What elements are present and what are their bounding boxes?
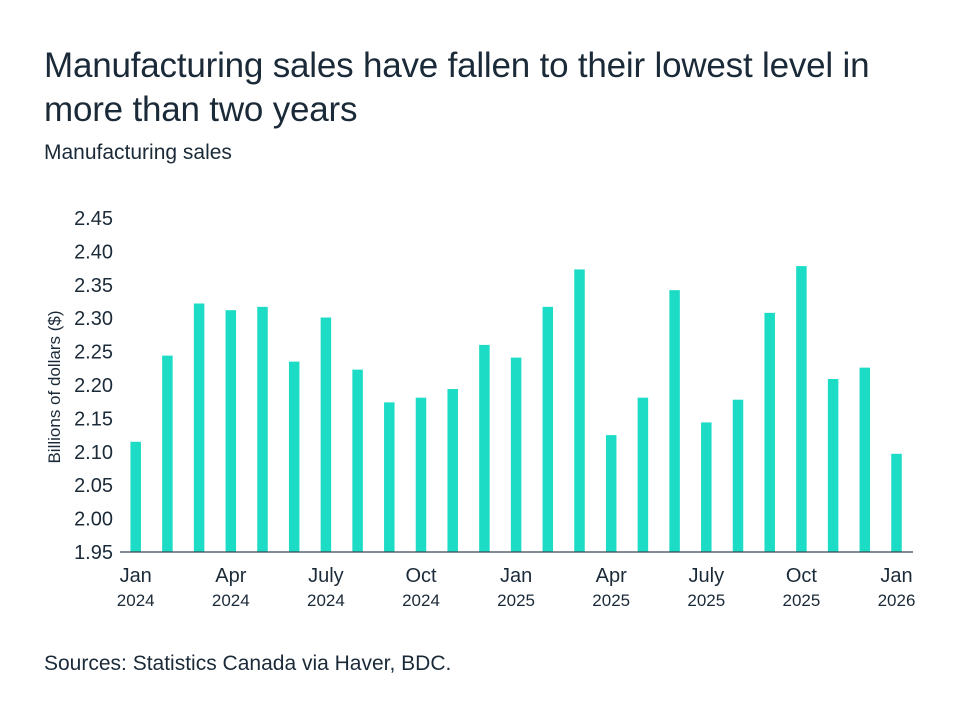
- y-tick-label: 2.25: [74, 342, 113, 364]
- chart-title: Manufacturing sales have fallen to their…: [44, 46, 870, 129]
- bar-aug-2024: [352, 369, 363, 552]
- y-tick-label: 2.00: [74, 509, 113, 531]
- bar-jul-2025: [701, 422, 712, 552]
- x-tick-year: 2025: [592, 591, 630, 610]
- x-tick-month: Apr: [596, 565, 627, 587]
- x-tick-month: Jan: [120, 565, 152, 587]
- y-tick-label: 2.15: [74, 408, 113, 430]
- y-axis: 1.95 2.00 2.05 2.10 2.15 2.20 2.25 2.30 2.35 2.40…: [74, 208, 113, 564]
- y-tick-label: 2.20: [74, 375, 113, 397]
- x-tick-month: Jan: [880, 565, 912, 587]
- x-tick-month: Oct: [405, 565, 437, 587]
- y-tick-label: 2.40: [74, 241, 113, 263]
- y-tick-label: 2.35: [74, 275, 113, 297]
- bar-apr-2024: [225, 310, 237, 552]
- bar-dec-2025: [859, 367, 871, 552]
- bar-may-2024: [257, 306, 268, 552]
- chart-subtitle: Manufacturing sales: [44, 141, 232, 164]
- bar-nov-2025: [827, 378, 839, 552]
- x-tick-year: 2025: [497, 591, 535, 610]
- x-tick-month: July: [308, 565, 344, 587]
- bar-jul-2024: [320, 317, 332, 552]
- bar-apr-2025: [605, 435, 617, 552]
- x-tick-month: Apr: [215, 565, 246, 587]
- y-tick-label: 2.30: [74, 308, 113, 330]
- bar-jun-2025: [669, 290, 680, 552]
- x-axis: Jan 2024 Apr 2024 July 2024 Oct 2024 Jan 2025 Apr 2…: [117, 565, 916, 610]
- y-tick-label: 2.05: [74, 475, 113, 497]
- x-tick-year: 2025: [687, 591, 725, 610]
- bar-sep-2024: [384, 402, 395, 552]
- x-tick-month: July: [689, 565, 725, 587]
- y-tick-label: 2.10: [74, 442, 113, 464]
- x-tick-year: 2024: [212, 591, 250, 610]
- bar-may-2025: [637, 397, 649, 552]
- bar-feb-2025: [542, 306, 554, 552]
- bar-jan-2026: [891, 453, 902, 552]
- bar-nov-2024: [447, 389, 458, 552]
- source-note: Sources: Statistics Canada via Haver, BD…: [44, 652, 452, 675]
- bar-oct-2025: [796, 266, 807, 552]
- x-tick-year: 2026: [878, 591, 916, 610]
- bar-aug-2025: [732, 399, 744, 552]
- bar-dec-2024: [479, 344, 490, 552]
- bar-mar-2025: [574, 269, 585, 552]
- y-tick-label: 2.45: [74, 208, 113, 230]
- x-tick-year: 2024: [307, 591, 345, 610]
- bar-sep-2025: [764, 312, 775, 552]
- bars: [130, 266, 902, 552]
- bar-feb-2024: [162, 355, 173, 552]
- x-tick-month: Jan: [500, 565, 532, 587]
- bar-oct-2024: [415, 397, 427, 552]
- x-tick-year: 2024: [117, 591, 155, 610]
- bar-jan-2025: [510, 357, 522, 552]
- y-axis-title: Billions of dollars ($): [45, 310, 64, 463]
- x-tick-year: 2024: [402, 591, 440, 610]
- y-tick-label: 1.95: [74, 542, 113, 564]
- bar-mar-2024: [193, 303, 205, 552]
- bar-jan-2024: [130, 441, 141, 552]
- bar-jun-2024: [288, 361, 300, 552]
- x-tick-year: 2025: [782, 591, 820, 610]
- x-tick-month: Oct: [786, 565, 818, 587]
